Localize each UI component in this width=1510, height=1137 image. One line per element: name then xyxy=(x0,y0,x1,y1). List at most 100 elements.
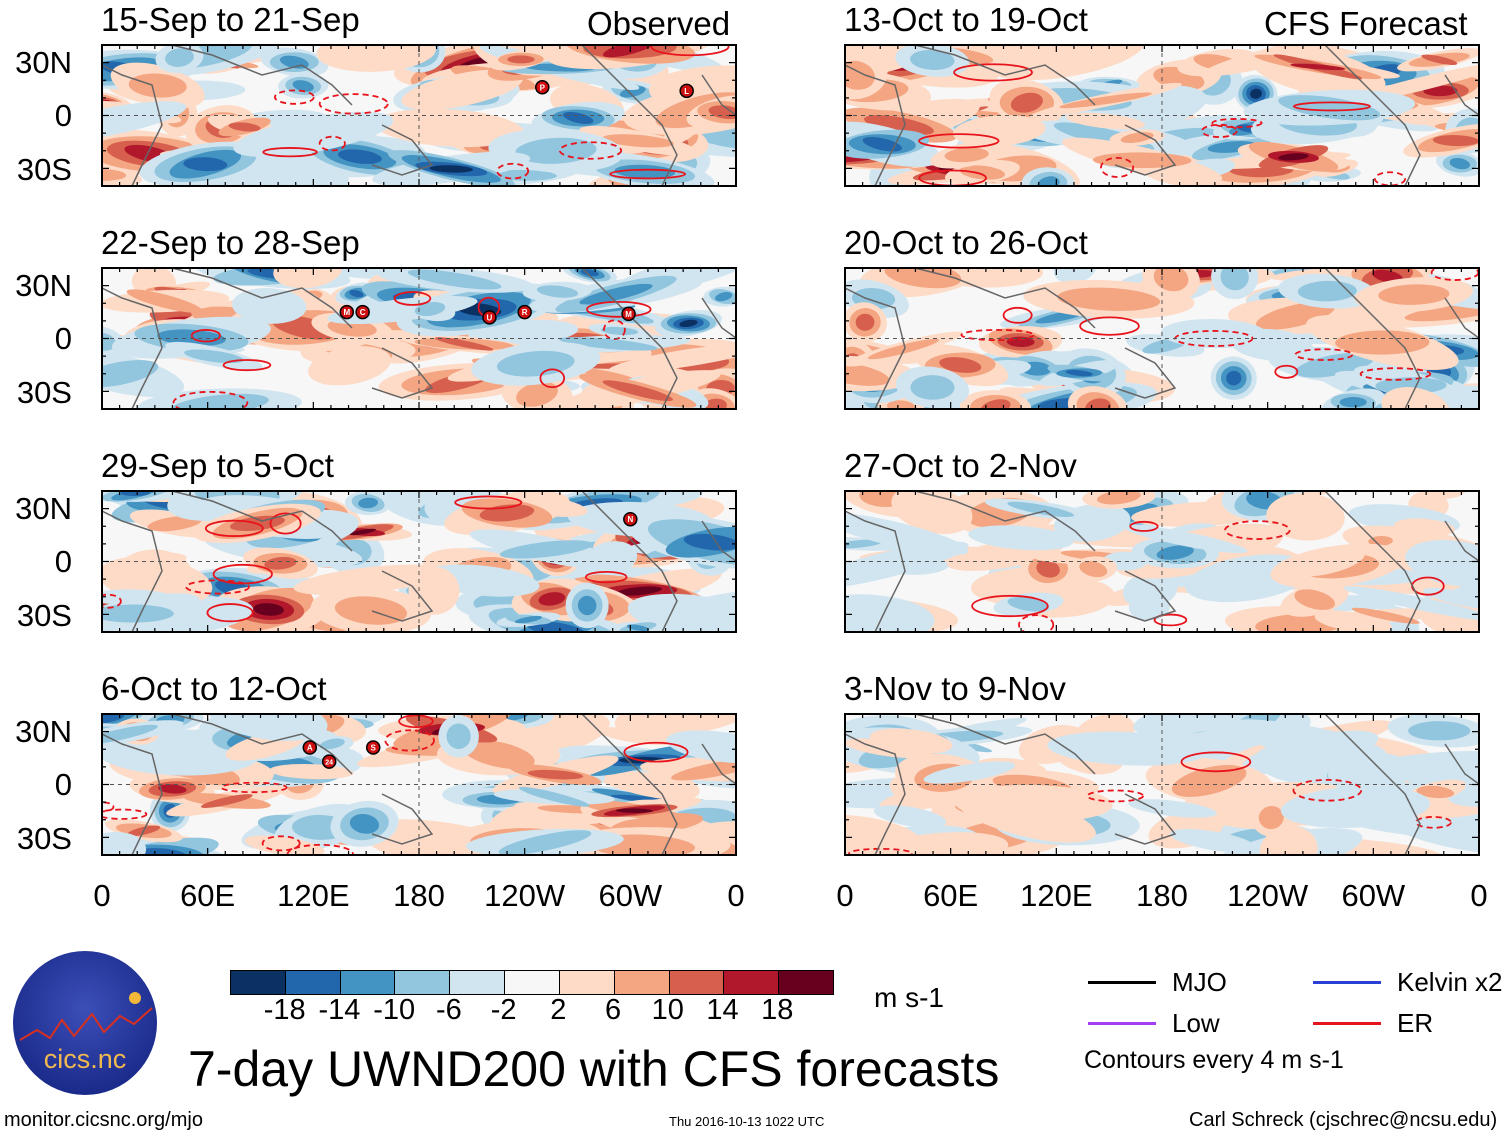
er-contour xyxy=(1079,316,1140,336)
anomaly-shading xyxy=(1065,369,1093,377)
colorbar-swatch xyxy=(668,971,724,994)
colorbar xyxy=(230,970,834,995)
anomaly-shading xyxy=(233,111,394,158)
map-panel-p6 xyxy=(844,267,1480,410)
anomaly-shading xyxy=(952,115,1046,147)
coastline xyxy=(914,714,1096,775)
lon-label: 0 xyxy=(93,878,111,913)
anomaly-shading xyxy=(208,714,328,741)
colorbar-swatch xyxy=(504,971,559,994)
anomaly-shading xyxy=(944,147,989,163)
anomaly-shading xyxy=(954,784,1113,823)
lat-label: 30S xyxy=(16,152,72,187)
coastline xyxy=(102,510,163,632)
anomaly-shading xyxy=(358,497,379,509)
anomaly-shading xyxy=(910,375,955,400)
lat-label: 30S xyxy=(16,375,72,410)
lon-label: 120E xyxy=(277,878,350,913)
anomaly-shading xyxy=(845,738,932,759)
anomaly-shading xyxy=(1404,302,1479,322)
colorbar-swatch xyxy=(558,971,614,994)
anomaly-shading xyxy=(845,512,969,556)
er-contour xyxy=(454,495,523,510)
er-contour xyxy=(558,141,623,160)
coastline xyxy=(845,64,906,186)
anomaly-shading xyxy=(562,111,594,125)
colorbar-tick-label: -2 xyxy=(490,994,517,1026)
anomaly-shading xyxy=(128,73,187,98)
anomaly-shading xyxy=(1378,284,1450,305)
anomaly-shading xyxy=(1170,829,1257,853)
er-contour xyxy=(269,512,302,535)
anomaly-shading xyxy=(1432,135,1479,147)
er-contour xyxy=(398,714,434,729)
anomaly-shading xyxy=(1280,786,1430,828)
lon-label: 180 xyxy=(393,878,445,913)
anomaly-shading xyxy=(1079,560,1108,578)
anomaly-shading xyxy=(1255,301,1335,330)
er-contour xyxy=(1180,751,1252,773)
anomaly-shading xyxy=(1258,806,1284,830)
er-contour xyxy=(960,329,1035,341)
er-contour xyxy=(102,808,148,820)
anomaly-shading xyxy=(499,540,594,559)
er-contour xyxy=(1100,156,1135,178)
anomaly-shading xyxy=(102,101,187,142)
anomaly-shading xyxy=(407,269,502,290)
anomaly-shading xyxy=(862,136,903,152)
er-contour xyxy=(1374,171,1407,186)
anomaly-shading xyxy=(538,592,566,606)
anomaly-shading xyxy=(910,49,955,70)
anomaly-shading xyxy=(597,727,679,746)
coastline xyxy=(914,491,1096,552)
footer-author: Carl Schreck (cjschrec@ncsu.edu) xyxy=(1189,1109,1498,1131)
anomaly-shading xyxy=(1128,593,1170,621)
er-contour xyxy=(953,63,1033,82)
anomaly-shading xyxy=(1128,799,1217,818)
anomaly-shading xyxy=(577,595,597,616)
coastline xyxy=(845,733,906,855)
panel-title: 29-Sep to 5-Oct xyxy=(101,447,334,484)
anomaly-shading xyxy=(1171,764,1247,797)
anomaly-shading xyxy=(462,739,535,769)
anomaly-shading xyxy=(845,539,883,549)
anomaly-shading xyxy=(1241,730,1379,775)
coastline xyxy=(581,714,678,855)
footer-url[interactable]: monitor.cicsnc.org/mjo xyxy=(4,1109,203,1131)
anomaly-shading xyxy=(959,165,1006,180)
colorbar-tick-label: 6 xyxy=(605,994,622,1026)
anomaly-shading xyxy=(334,596,407,625)
anomaly-shading xyxy=(375,108,524,148)
main-title: 7-day UWND200 with CFS forecasts xyxy=(188,1041,1000,1097)
colorbar-tick-label: 2 xyxy=(550,994,567,1026)
anomaly-shading xyxy=(429,165,473,173)
svg-text:N: N xyxy=(627,515,633,524)
map-panel-p5 xyxy=(844,44,1480,187)
anomaly-shading xyxy=(615,808,653,813)
legend-line-low xyxy=(1088,1022,1156,1025)
legend-line-kelvin-x2 xyxy=(1313,981,1381,984)
coastline xyxy=(581,268,678,409)
anomaly-shading xyxy=(1220,268,1249,291)
anomaly-shading xyxy=(273,268,343,289)
anomaly-shading xyxy=(292,80,314,92)
er-contour xyxy=(1224,520,1291,540)
coastline xyxy=(845,287,906,409)
er-contour xyxy=(609,168,687,180)
anomaly-shading xyxy=(507,55,535,64)
anomaly-shading xyxy=(1421,54,1458,65)
colorbar-units: m s-1 xyxy=(874,982,944,1013)
coastline xyxy=(845,510,906,632)
anomaly-shading xyxy=(1036,559,1060,578)
coastline xyxy=(1324,491,1421,632)
coastline xyxy=(1324,714,1421,855)
er-contour xyxy=(204,519,264,537)
legend-label: Kelvin x2 xyxy=(1397,967,1503,997)
coastline xyxy=(102,64,163,186)
lat-label: 0 xyxy=(54,98,72,133)
coastline xyxy=(1324,45,1421,186)
svg-text:L: L xyxy=(684,87,689,96)
anomaly-shading xyxy=(1007,596,1050,612)
lon-label: 60W xyxy=(1341,878,1406,913)
anomaly-shading xyxy=(845,60,875,90)
